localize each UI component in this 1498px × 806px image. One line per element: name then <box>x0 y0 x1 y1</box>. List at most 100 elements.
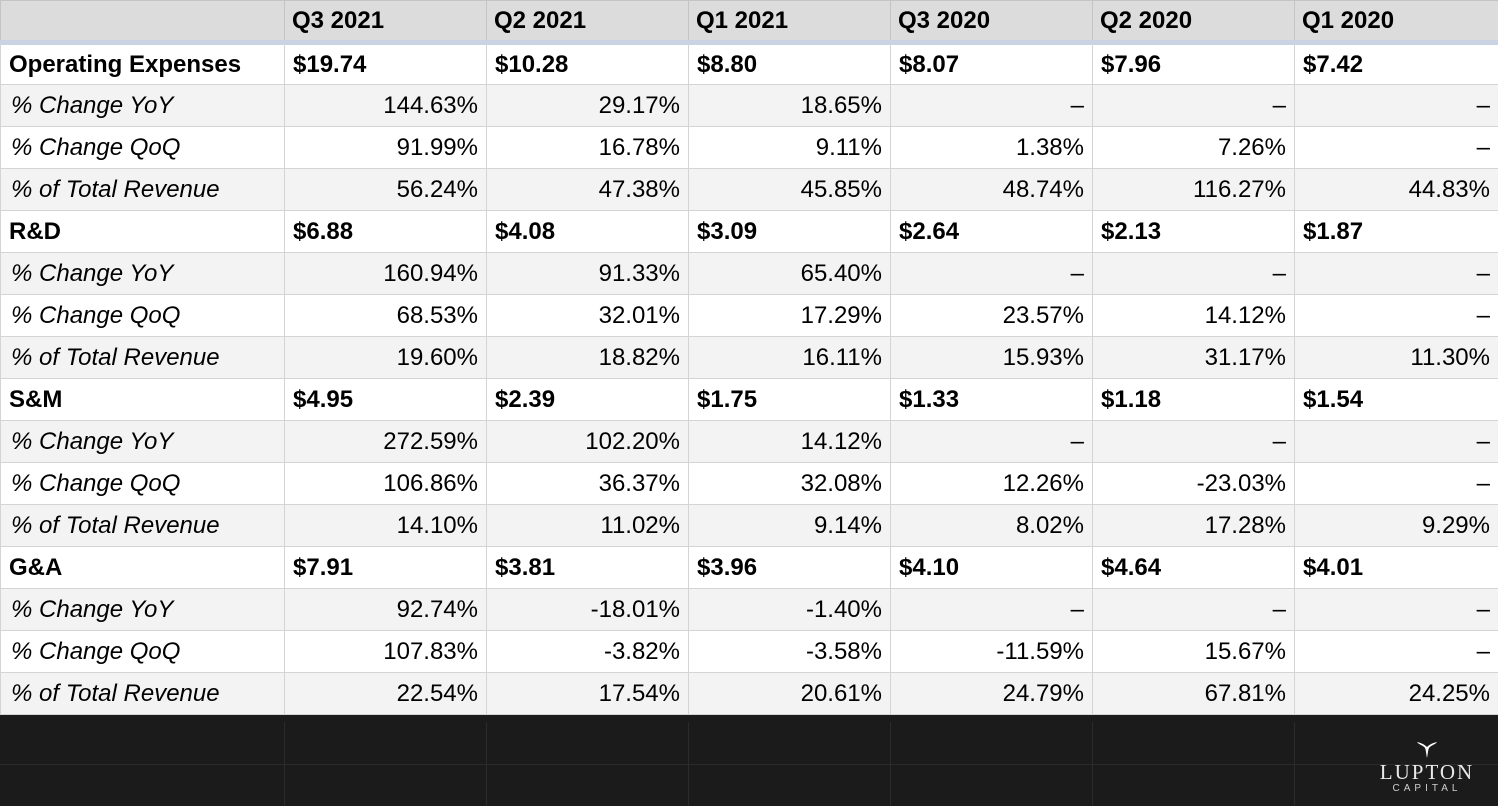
table-cell: 91.99% <box>284 126 487 169</box>
table-cell: 17.28% <box>1092 504 1295 547</box>
table-cell: $1.87 <box>1294 210 1498 253</box>
table-cell: 91.33% <box>486 252 689 295</box>
row-label: % of Total Revenue <box>0 168 285 211</box>
row-label: % Change QoQ <box>0 630 285 673</box>
footer-band: LUPTON CAPITAL <box>0 722 1498 806</box>
table-cell: 16.78% <box>486 126 689 169</box>
row-label: R&D <box>0 210 285 253</box>
table-cell: 7.26% <box>1092 126 1295 169</box>
table-cell: $10.28 <box>486 42 689 85</box>
table-cell: 24.25% <box>1294 672 1498 715</box>
lupton-capital-logo: LUPTON CAPITAL <box>1372 741 1482 794</box>
table-row: % Change QoQ 106.86% 36.37% 32.08% 12.26% -23… <box>0 462 1498 505</box>
table-cell: 24.79% <box>890 672 1093 715</box>
table-cell: 18.82% <box>486 336 689 379</box>
table-cell: $4.01 <box>1294 546 1498 589</box>
table-cell: 14.12% <box>688 420 891 463</box>
table-cell: $2.39 <box>486 378 689 421</box>
table-row: S&M $4.95 $2.39 $1.75 $1.33 $1.18 $1.54 <box>0 378 1498 421</box>
row-label: Operating Expenses <box>0 42 285 85</box>
table-row: % of Total Revenue 14.10% 11.02% 9.14% 8.02%… <box>0 504 1498 547</box>
table-cell: $4.95 <box>284 378 487 421</box>
table-cell: -23.03% <box>1092 462 1295 505</box>
table-cell: 32.08% <box>688 462 891 505</box>
table-cell: $7.42 <box>1294 42 1498 85</box>
table-cell: $8.80 <box>688 42 891 85</box>
table-cell: $3.81 <box>486 546 689 589</box>
table-cell: 92.74% <box>284 588 487 631</box>
table-row: % Change YoY 160.94% 91.33% 65.40% – – – <box>0 252 1498 295</box>
table-cell: 18.65% <box>688 84 891 127</box>
table-cell: -1.40% <box>688 588 891 631</box>
table-cell: 36.37% <box>486 462 689 505</box>
table-row: % of Total Revenue 22.54% 17.54% 20.61% 24.7… <box>0 672 1498 715</box>
table-cell: $1.75 <box>688 378 891 421</box>
row-label: % Change YoY <box>0 588 285 631</box>
table-cell: 65.40% <box>688 252 891 295</box>
row-label: % of Total Revenue <box>0 672 285 715</box>
table-cell: 14.10% <box>284 504 487 547</box>
table-cell: 9.29% <box>1294 504 1498 547</box>
row-label: % of Total Revenue <box>0 504 285 547</box>
table-cell: – <box>1092 588 1295 631</box>
table-cell: 15.67% <box>1092 630 1295 673</box>
table-cell: – <box>1294 126 1498 169</box>
table-cell: – <box>1092 252 1295 295</box>
row-label: % Change YoY <box>0 420 285 463</box>
table-row: % Change QoQ 107.83% -3.82% -3.58% -11.59% 15… <box>0 630 1498 673</box>
table-row: % Change YoY 92.74% -18.01% -1.40% – – – <box>0 588 1498 631</box>
table-cell: 9.11% <box>688 126 891 169</box>
table-cell: 17.29% <box>688 294 891 337</box>
table-row: Operating Expenses $19.74 $10.28 $8.80 $8.07… <box>0 42 1498 85</box>
row-label: % Change QoQ <box>0 294 285 337</box>
table-cell: 160.94% <box>284 252 487 295</box>
table-cell: 29.17% <box>486 84 689 127</box>
table-cell: 14.12% <box>1092 294 1295 337</box>
table-cell: 8.02% <box>890 504 1093 547</box>
table-cell: 48.74% <box>890 168 1093 211</box>
column-header: Q2 2020 <box>1092 0 1295 45</box>
table-cell: – <box>890 84 1093 127</box>
table-row: R&D $6.88 $4.08 $3.09 $2.64 $2.13 $1.87 <box>0 210 1498 253</box>
table-cell: 107.83% <box>284 630 487 673</box>
table-row: % of Total Revenue 56.24% 47.38% 45.85% 48.7… <box>0 168 1498 211</box>
table-cell: – <box>890 252 1093 295</box>
table-cell: $7.96 <box>1092 42 1295 85</box>
table-cell: 17.54% <box>486 672 689 715</box>
table-cell: -11.59% <box>890 630 1093 673</box>
table-cell: 32.01% <box>486 294 689 337</box>
logo-sub: CAPITAL <box>1392 783 1462 794</box>
table-cell: 106.86% <box>284 462 487 505</box>
table-cell: $6.88 <box>284 210 487 253</box>
table-cell: $19.74 <box>284 42 487 85</box>
table-cell: – <box>890 420 1093 463</box>
column-header: Q3 2021 <box>284 0 487 45</box>
whale-tail-icon <box>1417 742 1437 758</box>
table-cell: $1.33 <box>890 378 1093 421</box>
grid-line <box>0 764 1498 765</box>
table-cell: -3.58% <box>688 630 891 673</box>
table-cell: 116.27% <box>1092 168 1295 211</box>
table-row: % Change QoQ 91.99% 16.78% 9.11% 1.38% 7.26% – <box>0 126 1498 169</box>
table-row: % Change QoQ 68.53% 32.01% 17.29% 23.57% 14.1… <box>0 294 1498 337</box>
table-cell: $4.64 <box>1092 546 1295 589</box>
table-cell: $4.10 <box>890 546 1093 589</box>
table-cell: 102.20% <box>486 420 689 463</box>
table-cell: – <box>1294 630 1498 673</box>
table-cell: 20.61% <box>688 672 891 715</box>
table-cell: – <box>1092 84 1295 127</box>
row-label: S&M <box>0 378 285 421</box>
financial-table: Q3 2021 Q2 2021 Q1 2021 Q3 2020 Q2 2020 … <box>0 0 1498 715</box>
table-row: % Change YoY 144.63% 29.17% 18.65% – – – <box>0 84 1498 127</box>
table-cell: $1.54 <box>1294 378 1498 421</box>
column-header: Q1 2021 <box>688 0 891 45</box>
logo-name: LUPTON <box>1379 760 1475 784</box>
table-cell: 23.57% <box>890 294 1093 337</box>
table-cell: – <box>1294 84 1498 127</box>
table-cell: 31.17% <box>1092 336 1295 379</box>
table-cell: – <box>1294 252 1498 295</box>
table-cell: 44.83% <box>1294 168 1498 211</box>
table-cell: 67.81% <box>1092 672 1295 715</box>
table-row: % of Total Revenue 19.60% 18.82% 16.11% 15.9… <box>0 336 1498 379</box>
table-cell: $7.91 <box>284 546 487 589</box>
